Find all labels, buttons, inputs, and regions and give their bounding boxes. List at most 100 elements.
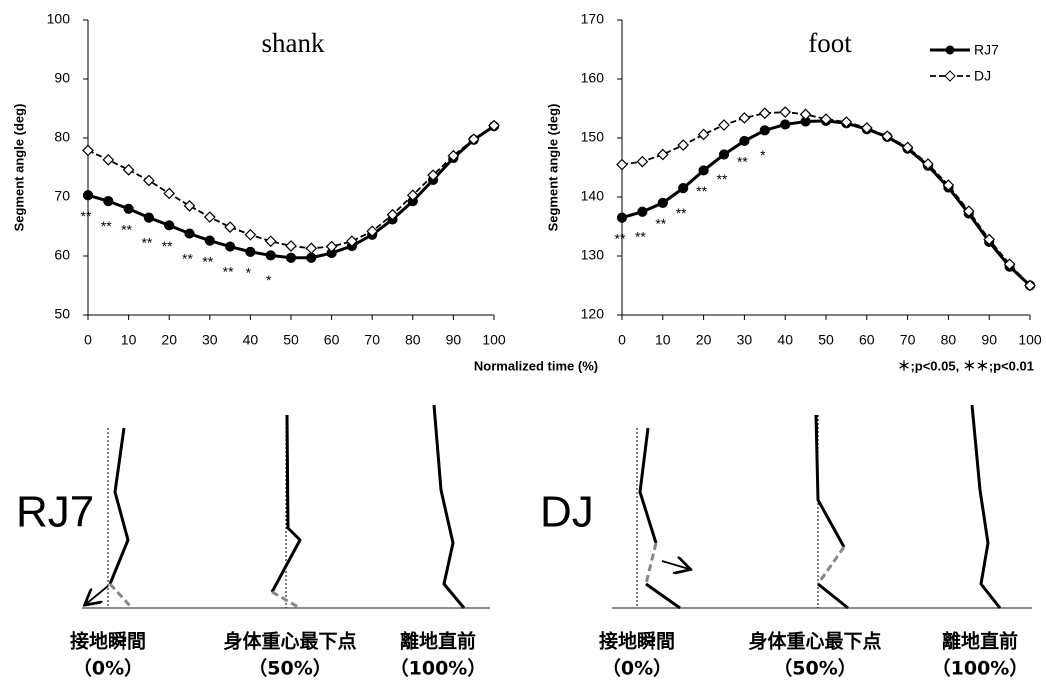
point xyxy=(718,149,730,160)
point xyxy=(697,128,710,141)
x-tick-label: 60 xyxy=(324,332,340,348)
point xyxy=(962,205,975,218)
point xyxy=(467,133,480,146)
x-tick-label: 50 xyxy=(818,332,834,348)
series-line xyxy=(87,124,495,250)
point xyxy=(901,141,914,154)
caption: （50%） xyxy=(248,657,331,680)
point xyxy=(738,112,751,124)
point xyxy=(183,200,196,212)
point xyxy=(488,119,500,132)
x-tick-label: 20 xyxy=(696,332,712,348)
panel-label: DJ xyxy=(540,488,594,537)
significance-mark: ** xyxy=(223,263,234,279)
point xyxy=(265,250,276,261)
legend-label: RJ7 xyxy=(974,42,999,58)
point xyxy=(346,235,358,248)
point xyxy=(983,233,996,246)
significance-mark: ** xyxy=(162,238,173,254)
point xyxy=(224,221,236,233)
point xyxy=(406,189,419,202)
y-tick-label: 50 xyxy=(54,306,70,322)
y-tick-label: 60 xyxy=(54,247,70,263)
point xyxy=(82,190,94,201)
point xyxy=(325,240,338,253)
significance-mark: * xyxy=(266,272,272,288)
point xyxy=(657,197,668,208)
point xyxy=(103,196,114,207)
y-tick-label: 170 xyxy=(581,11,605,27)
point xyxy=(637,206,648,217)
point xyxy=(739,135,750,147)
point xyxy=(245,246,256,257)
point xyxy=(759,125,770,136)
y-axis-label: Segment angle (deg) xyxy=(11,104,26,232)
x-tick-label: 90 xyxy=(446,332,462,348)
significance-mark: ** xyxy=(182,250,193,266)
point xyxy=(447,149,460,162)
point xyxy=(244,228,257,241)
y-tick-label: 80 xyxy=(54,129,70,145)
significance-mark: ** xyxy=(141,234,152,250)
point xyxy=(102,153,115,166)
significance-mark: ** xyxy=(717,171,728,187)
y-tick-label: 140 xyxy=(581,188,605,204)
caption: （100%） xyxy=(932,657,1029,680)
significance-mark: ** xyxy=(635,228,646,244)
point xyxy=(285,252,297,263)
legend-label: DJ xyxy=(974,68,991,84)
significance-mark: ** xyxy=(696,183,707,199)
point xyxy=(285,240,297,252)
x-tick-label: 40 xyxy=(243,332,259,348)
y-tick-label: 160 xyxy=(581,70,605,86)
point xyxy=(264,235,277,248)
point xyxy=(881,130,894,143)
point xyxy=(82,144,94,157)
x-axis-label: Normalized time (%) xyxy=(474,358,598,373)
caption: （0%） xyxy=(73,657,143,680)
caption: 離地直前 xyxy=(400,630,476,653)
panel-label: RJ7 xyxy=(16,488,94,537)
point xyxy=(677,139,690,151)
caption: 身体重心最下点 xyxy=(748,630,881,653)
y-tick-label: 70 xyxy=(54,188,70,204)
x-tick-label: 90 xyxy=(981,332,997,348)
y-tick-label: 150 xyxy=(581,129,605,145)
point xyxy=(204,235,215,246)
chart-title: shank xyxy=(262,28,325,58)
significance-mark: ** xyxy=(81,208,92,224)
point xyxy=(840,116,853,128)
significance-mark: ** xyxy=(676,205,687,221)
point xyxy=(922,158,934,170)
point xyxy=(1003,258,1016,271)
point xyxy=(386,208,399,221)
legend-marker xyxy=(944,70,956,82)
point xyxy=(616,212,628,223)
point xyxy=(678,183,689,194)
significance-mark: * xyxy=(760,147,766,163)
y-tick-label: 90 xyxy=(54,70,70,86)
caption: （100%） xyxy=(390,657,487,680)
significance-mark: ** xyxy=(202,253,213,269)
point xyxy=(306,252,317,263)
y-tick-label: 100 xyxy=(47,11,71,27)
point xyxy=(305,242,318,255)
x-tick-label: 0 xyxy=(84,332,92,348)
point xyxy=(122,164,135,176)
x-tick-label: 10 xyxy=(121,332,137,348)
x-tick-label: 20 xyxy=(161,332,177,348)
significance-note: ＊;p<0.05, ＊＊;p<0.01 xyxy=(897,358,1034,373)
point xyxy=(780,119,791,130)
caption: （50%） xyxy=(773,657,856,680)
point xyxy=(1024,279,1036,292)
series xyxy=(82,119,500,255)
significance-mark: ** xyxy=(101,218,112,234)
caption: 離地直前 xyxy=(942,630,1018,653)
series xyxy=(616,106,1036,292)
significance-mark: ** xyxy=(121,222,132,238)
point xyxy=(942,179,955,192)
x-tick-label: 40 xyxy=(777,332,793,348)
point xyxy=(164,220,175,231)
caption: 接地瞬間 xyxy=(599,630,675,653)
